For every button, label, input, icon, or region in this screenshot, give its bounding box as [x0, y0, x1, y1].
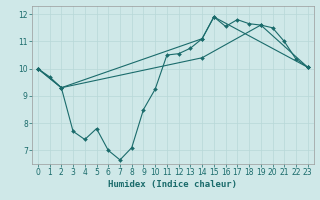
X-axis label: Humidex (Indice chaleur): Humidex (Indice chaleur) [108, 180, 237, 189]
